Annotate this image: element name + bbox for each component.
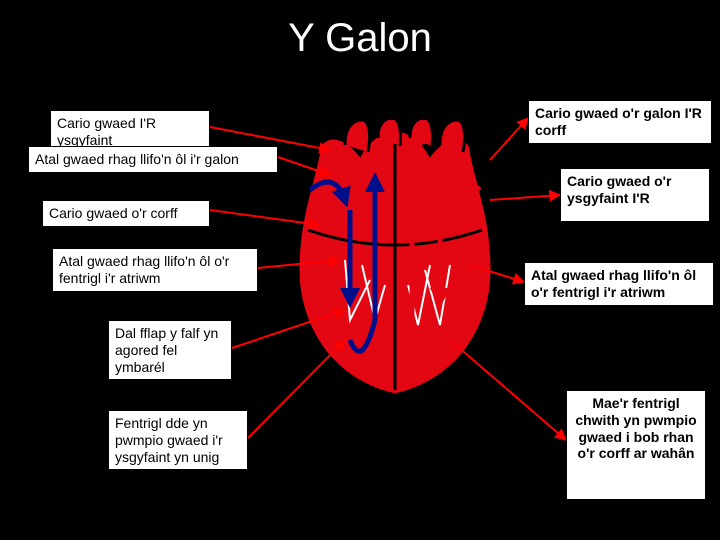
label-l3: Cario gwaed o'r corff	[42, 200, 210, 227]
label-l4: Atal gwaed rhag llifo'n ôl o'r fentrigl …	[52, 248, 258, 292]
label-l5: Dal fflap y falf yn agored fel ymbarél	[108, 320, 232, 380]
label-r3: Atal gwaed rhag llifo'n ôl o'r fentrigl …	[524, 262, 714, 306]
label-l2: Atal gwaed rhag llifo'n ôl i'r galon	[28, 146, 278, 173]
label-l6: Fentrigl dde yn pwmpio gwaed i'r ysgyfai…	[108, 410, 248, 470]
label-r2: Cario gwaed o'r ysgyfaint I'R	[560, 168, 710, 222]
label-r1: Cario gwaed o'r galon I'R corff	[528, 100, 712, 144]
heart-diagram	[290, 120, 500, 400]
page-title: Y Galon	[0, 16, 720, 61]
heart-svg	[290, 120, 500, 400]
label-r4: Mae'r fentrigl chwith yn pwmpio gwaed i …	[566, 390, 706, 500]
connector-line	[490, 195, 560, 200]
